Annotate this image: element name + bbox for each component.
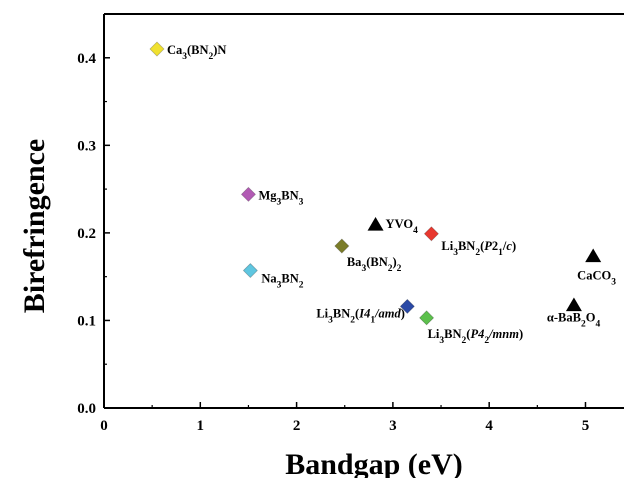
x-tick-label: 1	[197, 418, 205, 434]
y-tick-label: 0.1	[77, 313, 96, 329]
y-tick-label: 0.4	[77, 51, 96, 67]
data-markers	[149, 41, 602, 326]
marker-bab2o4	[565, 297, 582, 312]
x-tick-label: 4	[485, 418, 493, 434]
label-mg3bn3: Mg3BN3	[258, 188, 303, 207]
marker-li3bn2-p42-mnm	[419, 310, 435, 326]
x-axis-title: Bandgap (eV)	[285, 448, 463, 478]
y-axis-title: Birefringence	[18, 139, 51, 313]
x-tick-label: 3	[389, 418, 397, 434]
label-caco3: CaCO3	[577, 269, 616, 288]
x-axis-ticks: 0 1 2 3 4 5	[100, 402, 589, 434]
marker-ba3-bn2-2	[334, 238, 350, 254]
marker-ca3-bn2-n	[149, 41, 165, 57]
y-axis-ticks: 0.0 0.1 0.2 0.3 0.4	[77, 51, 110, 417]
y-tick-label: 0.3	[77, 138, 96, 154]
label-bab2o4: α-BaB2O4	[547, 311, 601, 330]
label-na3bn2: Na3BN2	[261, 272, 303, 291]
label-ba3-bn2-2: Ba3(BN2)2	[347, 255, 402, 274]
marker-mg3bn3	[240, 186, 257, 202]
label-ca3-bn2-n: Ca3(BN2)N	[167, 43, 227, 62]
label-li3bn2-p42-mnm: Li3BN2(P42/mnm)	[428, 327, 524, 346]
marker-na3bn2	[242, 262, 258, 279]
label-li3bn2-p21-c: Li3BN2(P21/c)	[441, 239, 516, 258]
y-tick-label: 0.0	[77, 401, 96, 417]
y-tick-label: 0.2	[77, 226, 96, 242]
point-labels: Ca3(BN2)N Mg3BN3 Na3BN2 Ba3(BN2)2 YVO4 Li3BN2…	[167, 43, 616, 346]
x-tick-label: 0	[100, 418, 108, 434]
x-tick-label: 5	[582, 418, 590, 434]
marker-yvo4	[367, 217, 384, 231]
label-yvo4: YVO4	[386, 217, 419, 236]
marker-li3bn2-p21-c	[423, 226, 439, 242]
plot-frame	[103, 13, 624, 409]
label-li3bn2-i41-amd: Li3BN2(I41/amd)	[316, 306, 405, 325]
x-tick-label: 2	[293, 418, 301, 434]
marker-li3bn2-i41-amd	[399, 298, 415, 315]
marker-caco3	[585, 248, 602, 263]
